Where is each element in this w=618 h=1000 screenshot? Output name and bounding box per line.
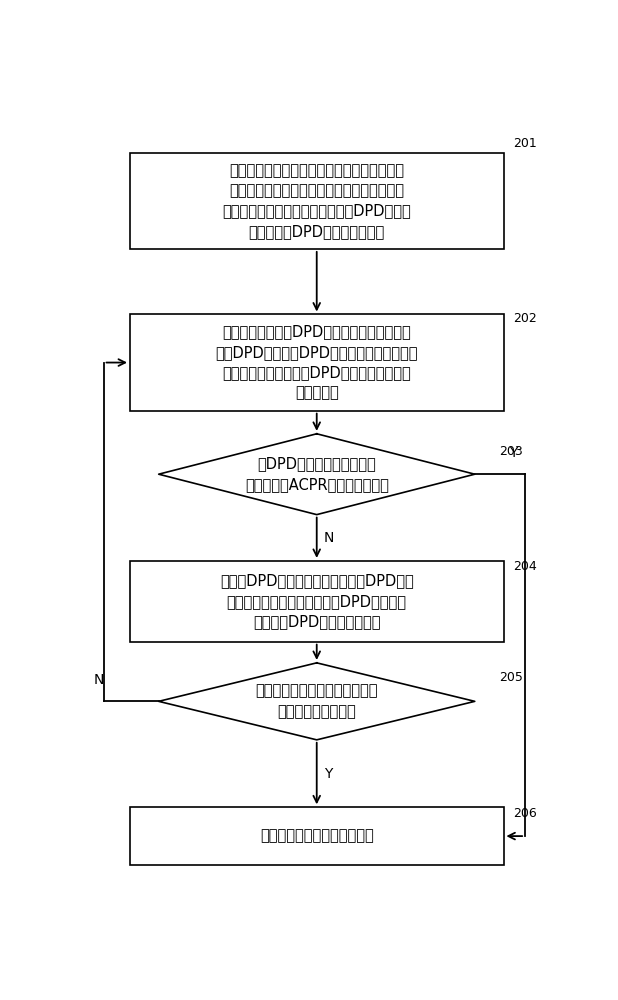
Text: 将原始训练序列通过射频单元发送，接收该原
始训练序列的反馈信号，根据该原始训练序列
和该原始训练序列的反馈信号生成DPD系数，
根据生成的DPD系数更新查找表: 将原始训练序列通过射频单元发送，接收该原 始训练序列的反馈信号，根据该原始训练序… [222, 163, 411, 239]
Text: 根据该查找表中的DPD系数对该原始训练信号
进行DPD处理，将DPD处理后的训练序列通过
射频单元发送，接收该DPD处理后的训练序列
的反馈信号: 根据该查找表中的DPD系数对该原始训练信号 进行DPD处理，将DPD处理后的训练… [216, 324, 418, 401]
FancyBboxPatch shape [130, 314, 504, 411]
Text: Y: Y [324, 767, 332, 781]
Text: 204: 204 [513, 560, 537, 573]
Text: 206: 206 [513, 807, 537, 820]
Text: 根据该DPD处理后的训练序列和该DPD处理
后的训练信号的反馈信号生成DPD系数，根
据生成的DPD系数更新查找表: 根据该DPD处理后的训练序列和该DPD处理 后的训练信号的反馈信号生成DPD系数… [220, 573, 413, 629]
Polygon shape [159, 663, 475, 740]
Text: N: N [324, 531, 334, 545]
Text: 201: 201 [513, 137, 537, 150]
FancyBboxPatch shape [130, 153, 504, 249]
Polygon shape [159, 434, 475, 515]
Text: 当前训练周期内的训练次数是否
达到最大训练次数？: 当前训练周期内的训练次数是否 达到最大训练次数？ [255, 684, 378, 719]
Text: 202: 202 [513, 312, 537, 326]
Text: 该DPD处理后的训练序列的
反馈信号的ACPR是否满足要求？: 该DPD处理后的训练序列的 反馈信号的ACPR是否满足要求？ [245, 456, 389, 492]
FancyBboxPatch shape [130, 561, 504, 642]
Text: 结束当前训练周期的训练过程: 结束当前训练周期的训练过程 [260, 829, 374, 844]
Text: 205: 205 [499, 671, 523, 684]
FancyBboxPatch shape [130, 807, 504, 865]
Text: Y: Y [509, 446, 517, 460]
Text: 203: 203 [499, 445, 522, 458]
Text: N: N [93, 673, 104, 687]
